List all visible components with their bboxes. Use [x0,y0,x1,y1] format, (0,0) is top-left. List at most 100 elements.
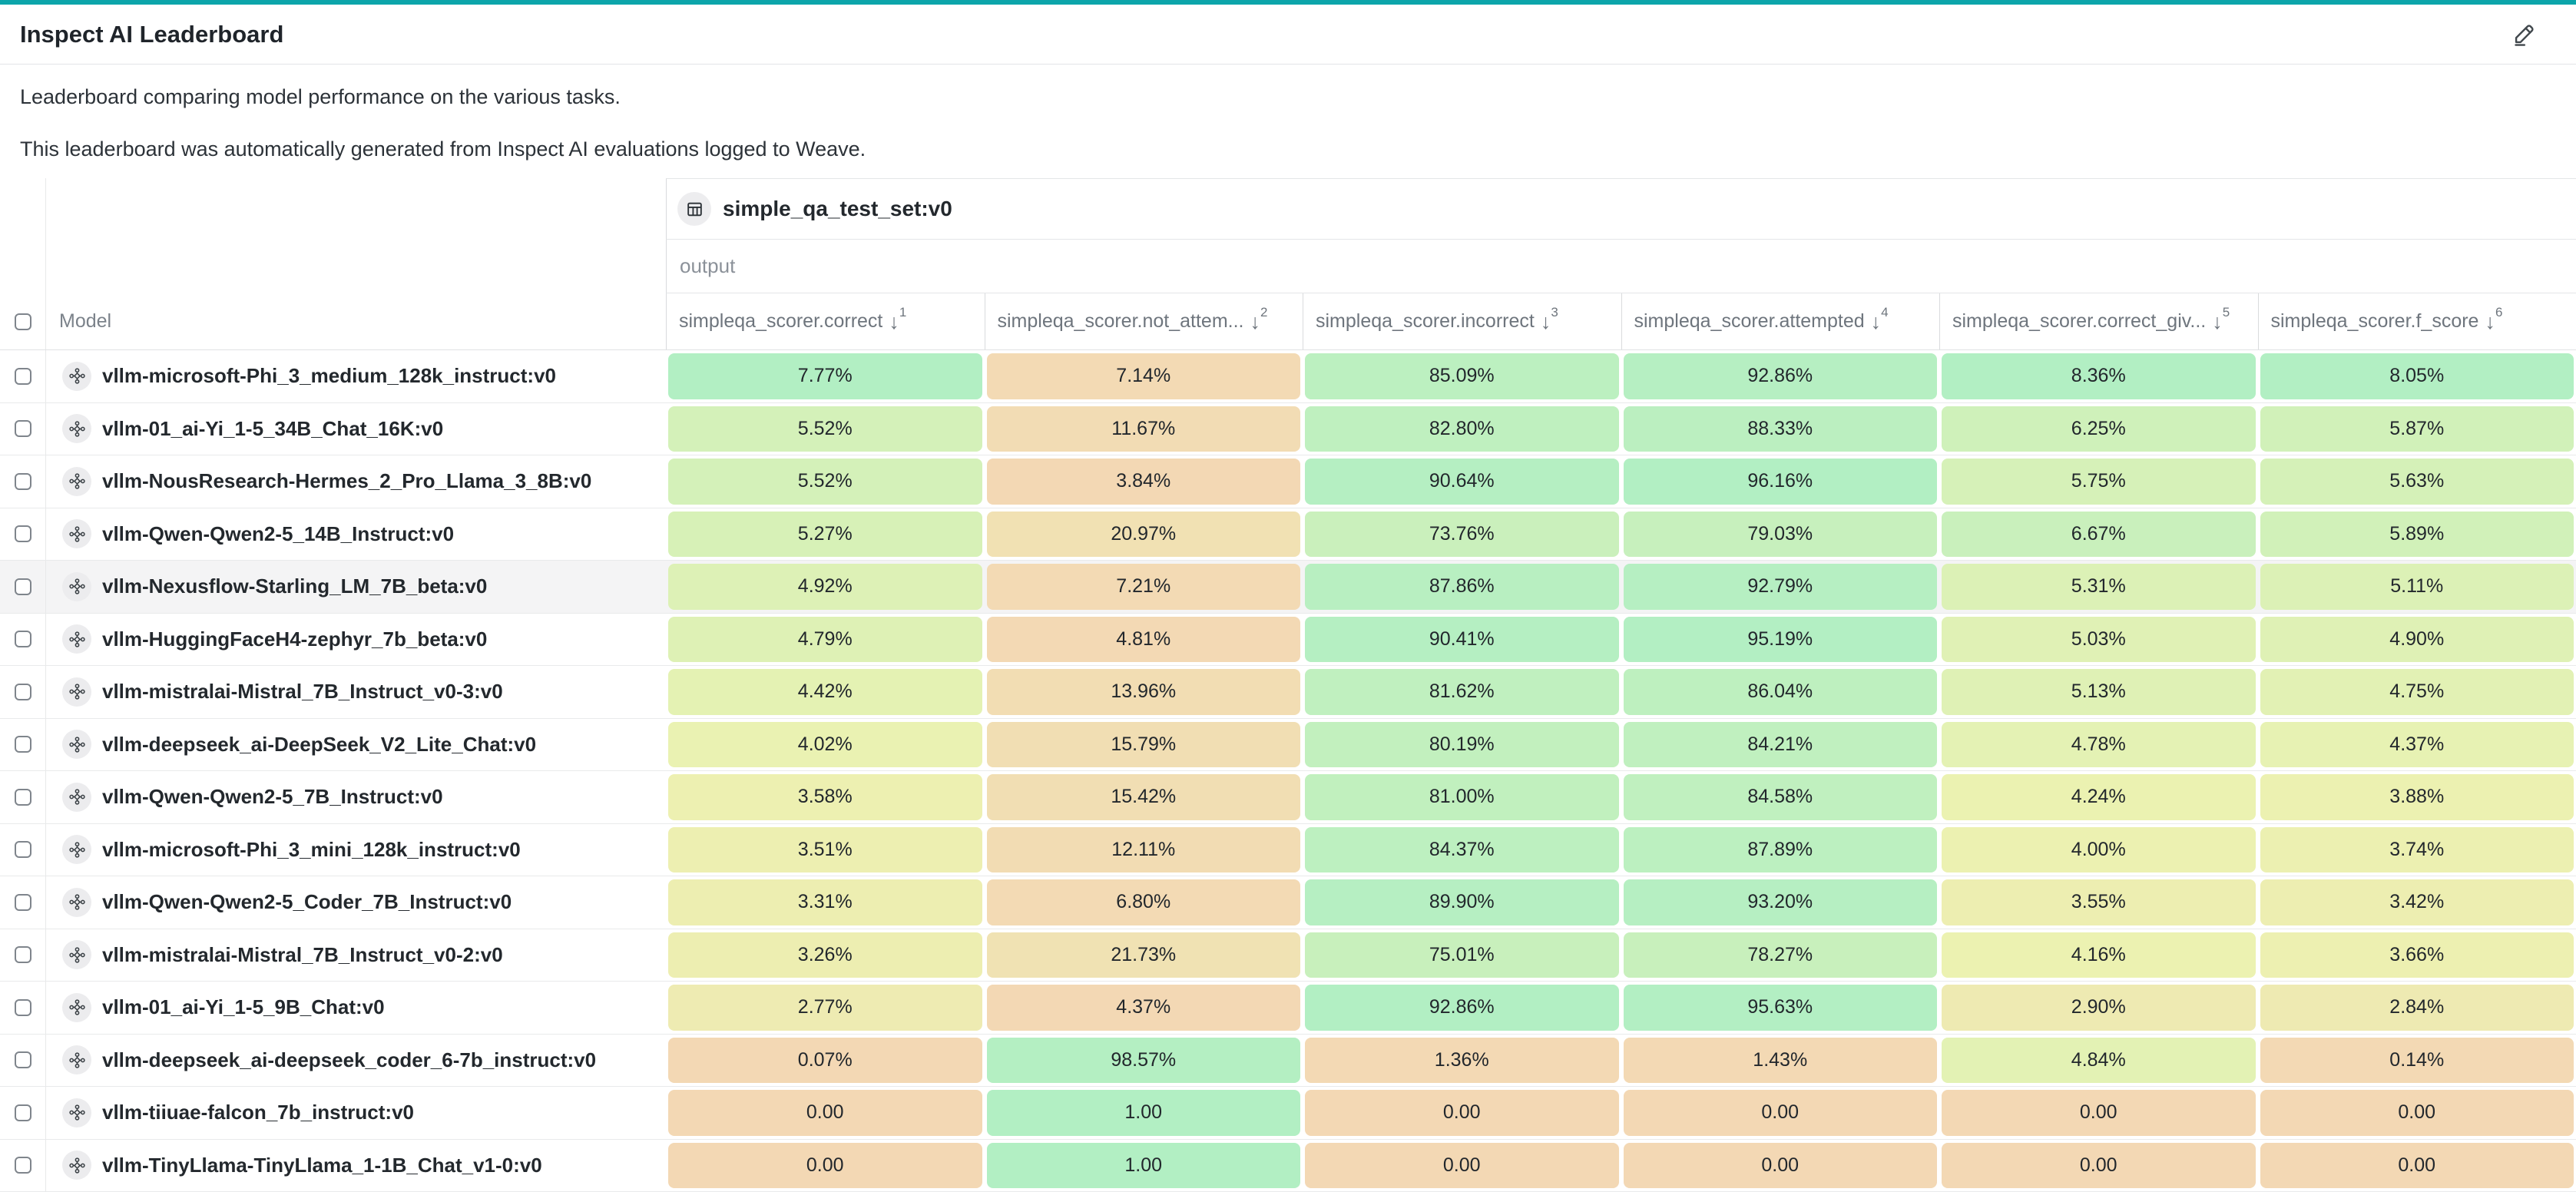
metric-cell[interactable]: 13.96% [985,666,1303,718]
metric-cell[interactable]: 4.37% [2258,719,2576,771]
metric-column-header[interactable]: simpleqa_scorer.incorrect ↓ 3 [1303,293,1621,349]
table-row[interactable]: vllm-mistralai-Mistral_7B_Instruct_v0-2:… [0,929,2576,982]
model-cell[interactable]: vllm-mistralai-Mistral_7B_Instruct_v0-2:… [46,929,666,982]
model-cell[interactable]: vllm-TinyLlama-TinyLlama_1-1B_Chat_v1-0:… [46,1140,666,1192]
metric-cell[interactable]: 98.57% [985,1035,1303,1087]
metric-cell[interactable]: 3.84% [985,455,1303,508]
metric-cell[interactable]: 5.11% [2258,561,2576,613]
metric-cell[interactable]: 5.89% [2258,508,2576,561]
metric-cell[interactable]: 7.21% [985,561,1303,613]
metric-cell[interactable]: 4.02% [666,719,985,771]
metric-cell[interactable]: 5.03% [1939,614,2258,666]
row-checkbox[interactable] [14,736,31,753]
metric-cell[interactable]: 4.79% [666,614,985,666]
metric-cell[interactable]: 5.13% [1939,666,2258,718]
metric-cell[interactable]: 4.24% [1939,771,2258,823]
metric-cell[interactable]: 3.26% [666,929,985,982]
metric-cell[interactable]: 3.42% [2258,876,2576,929]
metric-cell[interactable]: 4.00% [1939,824,2258,876]
row-checkbox[interactable] [14,946,31,964]
metric-cell[interactable]: 4.42% [666,666,985,718]
model-cell[interactable]: vllm-NousResearch-Hermes_2_Pro_Llama_3_8… [46,455,666,508]
metric-cell[interactable]: 3.74% [2258,824,2576,876]
model-cell[interactable]: vllm-mistralai-Mistral_7B_Instruct_v0-3:… [46,666,666,718]
metric-cell[interactable]: 96.16% [1621,455,1940,508]
table-row[interactable]: vllm-Qwen-Qwen2-5_Coder_7B_Instruct:v0 3… [0,876,2576,929]
metric-cell[interactable]: 1.43% [1621,1035,1940,1087]
metric-cell[interactable]: 4.75% [2258,666,2576,718]
metric-cell[interactable]: 3.51% [666,824,985,876]
metric-cell[interactable]: 1.36% [1303,1035,1621,1087]
metric-cell[interactable]: 0.00 [1939,1087,2258,1139]
model-cell[interactable]: vllm-Qwen-Qwen2-5_7B_Instruct:v0 [46,771,666,823]
metric-cell[interactable]: 4.92% [666,561,985,613]
sort-indicator[interactable]: ↓ 4 [1871,306,1889,333]
metric-cell[interactable]: 0.00 [1303,1140,1621,1192]
metric-cell[interactable]: 92.79% [1621,561,1940,613]
metric-cell[interactable]: 6.80% [985,876,1303,929]
metric-cell[interactable]: 20.97% [985,508,1303,561]
metric-cell[interactable]: 3.58% [666,771,985,823]
model-cell[interactable]: vllm-Nexusflow-Starling_LM_7B_beta:v0 [46,561,666,613]
table-row[interactable]: vllm-microsoft-Phi_3_medium_128k_instruc… [0,350,2576,403]
metric-column-header[interactable]: simpleqa_scorer.f_score ↓ 6 [2257,293,2576,349]
metric-cell[interactable]: 90.41% [1303,614,1621,666]
metric-cell[interactable]: 0.00 [1939,1140,2258,1192]
metric-cell[interactable]: 3.88% [2258,771,2576,823]
metric-cell[interactable]: 81.62% [1303,666,1621,718]
metric-cell[interactable]: 3.66% [2258,929,2576,982]
metric-cell[interactable]: 8.36% [1939,350,2258,402]
metric-cell[interactable]: 0.00 [1303,1087,1621,1139]
metric-cell[interactable]: 0.00 [2258,1140,2576,1192]
row-checkbox[interactable] [14,367,31,385]
model-cell[interactable]: vllm-deepseek_ai-DeepSeek_V2_Lite_Chat:v… [46,719,666,771]
metric-cell[interactable]: 0.07% [666,1035,985,1087]
metric-column-header[interactable]: simpleqa_scorer.attempted ↓ 4 [1621,293,1940,349]
metric-cell[interactable]: 2.77% [666,982,985,1034]
row-checkbox[interactable] [14,472,31,490]
metric-cell[interactable]: 78.27% [1621,929,1940,982]
metric-cell[interactable]: 6.25% [1939,403,2258,455]
table-row[interactable]: vllm-Qwen-Qwen2-5_7B_Instruct:v0 3.58% 1… [0,771,2576,824]
metric-cell[interactable]: 5.52% [666,403,985,455]
model-column-header[interactable]: Model [59,310,112,332]
sort-indicator[interactable]: ↓ 5 [2212,306,2230,333]
metric-cell[interactable]: 93.20% [1621,876,1940,929]
metric-cell[interactable]: 15.79% [985,719,1303,771]
metric-cell[interactable]: 84.58% [1621,771,1940,823]
metric-cell[interactable]: 4.90% [2258,614,2576,666]
metric-cell[interactable]: 8.05% [2258,350,2576,402]
metric-cell[interactable]: 5.87% [2258,403,2576,455]
metric-cell[interactable]: 85.09% [1303,350,1621,402]
table-row[interactable]: vllm-01_ai-Yi_1-5_9B_Chat:v0 2.77% 4.37%… [0,982,2576,1035]
table-row[interactable]: vllm-microsoft-Phi_3_mini_128k_instruct:… [0,823,2576,876]
metric-cell[interactable]: 11.67% [985,403,1303,455]
edit-leaderboard-button[interactable] [2507,18,2541,51]
model-cell[interactable]: vllm-01_ai-Yi_1-5_34B_Chat_16K:v0 [46,403,666,455]
metric-cell[interactable]: 1.00 [985,1087,1303,1139]
metric-cell[interactable]: 84.21% [1621,719,1940,771]
metric-cell[interactable]: 1.00 [985,1140,1303,1192]
metric-cell[interactable]: 88.33% [1621,403,1940,455]
metric-cell[interactable]: 2.90% [1939,982,2258,1034]
row-checkbox[interactable] [14,420,31,438]
sort-indicator[interactable]: ↓ 2 [1250,306,1268,333]
metric-cell[interactable]: 4.78% [1939,719,2258,771]
row-checkbox[interactable] [14,1051,31,1069]
table-row[interactable]: vllm-tiiuae-falcon_7b_instruct:v0 0.00 1… [0,1087,2576,1140]
row-checkbox[interactable] [14,578,31,595]
table-row[interactable]: vllm-Qwen-Qwen2-5_14B_Instruct:v0 5.27% … [0,508,2576,561]
metric-cell[interactable]: 92.86% [1621,350,1940,402]
model-cell[interactable]: vllm-Qwen-Qwen2-5_14B_Instruct:v0 [46,508,666,561]
table-row[interactable]: vllm-deepseek_ai-DeepSeek_V2_Lite_Chat:v… [0,718,2576,771]
dataset-group-header[interactable]: simple_qa_test_set:v0 [666,178,2576,240]
metric-cell[interactable]: 73.76% [1303,508,1621,561]
metric-cell[interactable]: 86.04% [1621,666,1940,718]
row-checkbox[interactable] [14,788,31,806]
table-row[interactable]: vllm-Nexusflow-Starling_LM_7B_beta:v0 4.… [0,561,2576,614]
model-cell[interactable]: vllm-deepseek_ai-deepseek_coder_6-7b_ins… [46,1035,666,1087]
metric-cell[interactable]: 75.01% [1303,929,1621,982]
row-checkbox[interactable] [14,893,31,911]
metric-cell[interactable]: 4.81% [985,614,1303,666]
metric-cell[interactable]: 15.42% [985,771,1303,823]
